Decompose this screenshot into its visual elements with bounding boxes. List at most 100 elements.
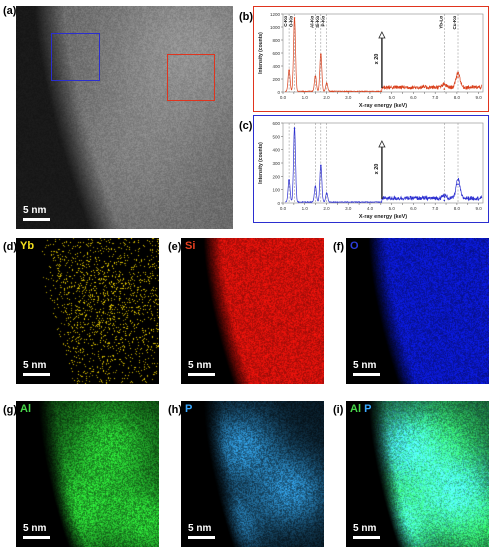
x-tick-label: 1.0 — [301, 95, 308, 100]
peak-label: Cu-Kα — [452, 15, 457, 29]
x-tick-label: 8.0 — [453, 206, 460, 211]
panel-label-f: (f) — [333, 241, 344, 253]
y-tick-label: 800 — [272, 38, 280, 43]
scale-bar-label: 5 nm — [353, 523, 377, 534]
multiplier-arrow-head — [377, 139, 386, 147]
x-tick-label: 0.0 — [279, 206, 286, 211]
panel-label-a: (a) — [3, 5, 17, 17]
scale-bar-label: 5 nm — [188, 360, 212, 371]
scale-bar: 5 nm — [353, 524, 380, 539]
peak-point — [314, 185, 316, 188]
x-tick-label: 8.0 — [453, 95, 460, 100]
y-axis-label: Intensity (counts) — [258, 141, 264, 183]
x-axis-label: X-ray energy (keV) — [358, 214, 406, 220]
element-label-yb: Yb — [20, 240, 35, 252]
x-tick-label: 1.0 — [301, 206, 308, 211]
spectrum-c: 0 100 200 300 400 500 600 0.0 1.0 2.0 3.0 4.0 5.0 6.0… — [253, 115, 489, 223]
scale-bar-line — [353, 373, 380, 376]
peak-point — [319, 53, 322, 55]
x-tick-label: 9.0 — [475, 206, 482, 211]
panel-e-si-map: Si 5 nm — [181, 238, 324, 384]
scale-bar-line — [188, 536, 215, 539]
peak-point — [456, 75, 459, 78]
multiplier-label: x 20 — [373, 53, 379, 64]
peak-label: Al-Kα — [309, 15, 314, 27]
x-tick-label: 5.0 — [388, 206, 395, 211]
spectrum-c-plot: 0 100 200 300 400 500 600 0.0 1.0 2.0 3.0 4.0 5.0 6.0… — [258, 121, 483, 220]
blue-region-box — [51, 33, 100, 81]
spectrum-line — [284, 16, 482, 93]
element-label-o: O — [350, 240, 359, 252]
x-tick-label: 3.0 — [345, 95, 352, 100]
y-tick-label: 200 — [272, 174, 280, 179]
y-axis-label: Intensity (counts) — [258, 31, 264, 73]
multiplier-label: x 20 — [373, 163, 379, 174]
x-tick-label: 4.0 — [366, 95, 373, 100]
peak-point — [319, 164, 322, 166]
x-tick-label: 5.0 — [388, 95, 395, 100]
o-map — [346, 238, 489, 384]
peak-point — [293, 16, 295, 19]
panel-h-p-map: P 5 nm — [181, 401, 324, 547]
multiplier-arrow-head — [377, 30, 386, 38]
x-tick-label: 2.0 — [323, 95, 330, 100]
scale-bar: 5 nm — [188, 524, 215, 539]
scale-bar-label: 5 nm — [353, 360, 377, 371]
element-label-al-p: Al P — [350, 403, 372, 415]
scale-bar-line — [23, 536, 50, 539]
x-axis-label: X-ray energy (keV) — [358, 103, 406, 109]
scale-bar: 5 nm — [353, 361, 380, 376]
peak-point — [443, 199, 445, 201]
panel-label-d: (d) — [3, 241, 18, 253]
y-tick-label: 0 — [277, 90, 280, 95]
peak-label: Yb-Lα — [438, 15, 443, 28]
element-label-al: Al — [20, 403, 31, 415]
scale-bar-line — [23, 218, 50, 221]
panel-f-o-map: O 5 nm — [346, 238, 489, 384]
panel-label-b: (b) — [239, 11, 254, 23]
panel-label-g: (g) — [3, 404, 18, 416]
p-map — [181, 401, 324, 547]
y-tick-label: 400 — [272, 64, 280, 69]
y-tick-label: 200 — [272, 77, 280, 82]
scale-bar-label: 5 nm — [188, 523, 212, 534]
peak-point — [325, 82, 327, 84]
spectrum-b: 0 200 400 600 800 1000 1200 0.0 1.0 2.0 3.0 4.0 5.0 6… — [253, 6, 489, 112]
scale-bar-label: 5 nm — [23, 523, 47, 534]
peak-label: O-Kα — [288, 15, 293, 26]
peak-label: P-Kα — [320, 15, 325, 26]
si-map — [181, 238, 324, 384]
scale-bar-line — [23, 373, 50, 376]
red-region-box — [167, 54, 215, 101]
panel-label-i: (i) — [333, 404, 344, 416]
scale-bar-label: 5 nm — [23, 360, 47, 371]
peak-point — [456, 183, 459, 185]
peak-point — [314, 75, 316, 77]
peak-point — [287, 69, 290, 71]
scale-bar: 5 nm — [23, 206, 50, 221]
x-tick-label: 3.0 — [345, 206, 352, 211]
x-tick-label: 7.0 — [432, 95, 439, 100]
y-tick-label: 400 — [272, 147, 280, 152]
plot-frame — [282, 122, 483, 203]
x-tick-label: 9.0 — [475, 95, 482, 100]
y-tick-label: 0 — [277, 201, 280, 206]
panel-d-yb-map: Yb 5 nm — [16, 238, 159, 384]
peak-point — [287, 179, 290, 181]
al-map — [16, 401, 159, 547]
y-tick-label: 1000 — [269, 25, 280, 30]
x-tick-label: 2.0 — [323, 206, 330, 211]
panel-label-c: (c) — [239, 120, 253, 132]
scale-bar-line — [188, 373, 215, 376]
spectrum-b-plot: 0 200 400 600 800 1000 1200 0.0 1.0 2.0 3.0 4.0 5.0 6… — [258, 12, 483, 109]
panel-a-haadf-image: 5 nm — [16, 6, 233, 229]
peak-label: C-Kα — [283, 15, 288, 26]
panel-label-e: (e) — [168, 241, 182, 253]
x-tick-label: 6.0 — [410, 206, 417, 211]
y-tick-label: 600 — [272, 121, 280, 126]
scale-bar: 5 nm — [188, 361, 215, 376]
scale-bar: 5 nm — [23, 524, 50, 539]
element-label-si: Si — [185, 240, 196, 252]
x-tick-label: 7.0 — [432, 206, 439, 211]
y-tick-label: 1200 — [269, 12, 280, 17]
